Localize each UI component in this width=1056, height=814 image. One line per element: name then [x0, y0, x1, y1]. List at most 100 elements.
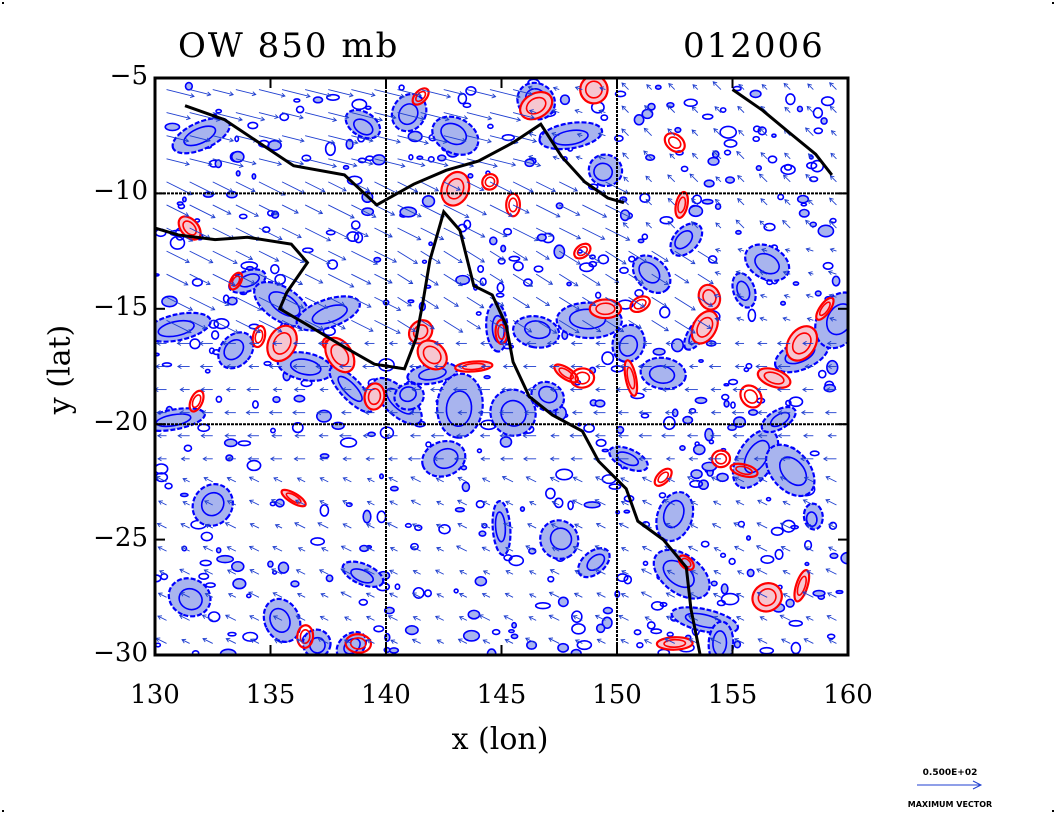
- vorticity-speckle: [829, 217, 837, 224]
- vorticity-speckle: [191, 277, 203, 287]
- vorticity-speckle: [595, 623, 606, 634]
- wind-vector: [805, 127, 814, 137]
- wind-vector: [712, 592, 722, 598]
- wind-vector: [576, 132, 583, 138]
- wind-vector-head: [595, 522, 601, 528]
- y-tick-label: −30: [93, 638, 148, 668]
- wind-vector-shaft: [466, 181, 484, 191]
- wind-vector: [617, 433, 629, 439]
- wind-vector-head: [784, 248, 790, 253]
- positive-vorticity-area: [623, 359, 639, 397]
- wind-vector: [807, 153, 814, 160]
- vorticity-speckle: [325, 574, 334, 583]
- wind-vector-head: [619, 327, 625, 333]
- vorticity-speckle: [670, 338, 684, 353]
- wind-vector: [319, 387, 329, 393]
- vorticity-speckle: [763, 222, 776, 232]
- wind-vector: [365, 546, 375, 552]
- negative-contour-inner: [178, 587, 203, 611]
- vorticity-speckle: [646, 621, 656, 630]
- wind-vector: [574, 523, 583, 529]
- wind-vector-head: [618, 522, 624, 528]
- wind-vector: [535, 227, 553, 237]
- wind-vector: [761, 248, 768, 253]
- positive-vorticity-area: [653, 467, 673, 487]
- wind-vector-shaft: [179, 569, 190, 575]
- wind-vector-head: [340, 545, 346, 550]
- wind-vector-shaft: [595, 545, 606, 552]
- wind-vector-head: [690, 500, 696, 506]
- wind-vector-shaft: [397, 319, 416, 332]
- wind-vector: [166, 89, 195, 99]
- wind-vector: [328, 227, 350, 239]
- wind-vector-shaft: [481, 523, 491, 529]
- positive-contour-outer: [188, 389, 205, 413]
- vorticity-speckle: [767, 155, 778, 164]
- wind-vector-head: [487, 115, 493, 121]
- wind-vector-shaft: [482, 593, 491, 598]
- wind-vector-head: [340, 410, 346, 416]
- wind-vector: [559, 227, 582, 240]
- wind-vector: [389, 569, 398, 575]
- wind-vector-shaft: [535, 296, 550, 306]
- wind-vector: [559, 273, 579, 287]
- wind-vector-head: [807, 153, 813, 158]
- wind-vector-shaft: [805, 174, 814, 183]
- wind-vector-head: [780, 545, 786, 551]
- wind-vector: [342, 456, 352, 462]
- wind-vector: [697, 250, 719, 264]
- wind-vector-shaft: [249, 569, 260, 575]
- wind-vector-head: [783, 293, 789, 299]
- wind-vector-shaft: [281, 250, 305, 263]
- wind-vector-shaft: [271, 499, 283, 506]
- wind-vector-head: [388, 410, 393, 416]
- wind-vector: [570, 456, 583, 462]
- wind-vector-head: [805, 127, 810, 133]
- wind-vector-shaft: [828, 523, 837, 529]
- vorticity-speckle: [785, 93, 796, 106]
- wind-vector-head: [273, 210, 279, 216]
- wind-vector-shaft: [364, 568, 375, 575]
- wind-vector-head: [305, 93, 311, 99]
- wind-vector-shaft: [553, 156, 560, 160]
- wind-vector-shaft: [489, 273, 504, 283]
- wind-vector: [829, 247, 837, 253]
- negative-vorticity-area: [217, 331, 255, 370]
- wind-vector: [226, 476, 237, 483]
- wind-vector-head: [433, 364, 439, 369]
- wind-vector-head: [412, 569, 418, 575]
- wind-vector-head: [667, 105, 672, 110]
- wind-vector-shaft: [691, 221, 699, 229]
- wind-vector: [305, 89, 332, 98]
- wind-vector-shaft: [366, 639, 375, 644]
- wind-vector-head: [340, 568, 346, 573]
- wind-vector-shaft: [828, 271, 837, 275]
- negative-contour-inner: [662, 499, 685, 529]
- wind-vector-shaft: [166, 250, 190, 263]
- wind-vector-shaft: [689, 523, 699, 529]
- wind-vector-shaft: [528, 132, 537, 137]
- wind-vector: [708, 364, 721, 369]
- wind-vector-shaft: [689, 173, 699, 183]
- wind-vector-shaft: [737, 570, 745, 575]
- wind-vector: [760, 198, 768, 206]
- wind-vector-head: [710, 410, 716, 416]
- wind-vector-shaft: [435, 569, 444, 575]
- positive-vorticity-area: [454, 360, 494, 373]
- wind-vector: [714, 270, 722, 276]
- wind-vector: [661, 364, 675, 369]
- wind-vector: [642, 387, 652, 393]
- wind-vector-head: [714, 317, 720, 322]
- wind-vector-shaft: [483, 570, 491, 575]
- negative-contour-inner: [200, 491, 225, 517]
- wind-vector-shaft: [366, 523, 375, 529]
- wind-vector: [829, 105, 837, 113]
- wind-vector-head: [528, 570, 534, 575]
- wind-vector: [177, 364, 190, 369]
- wind-vector: [489, 227, 508, 238]
- wind-vector-shaft: [502, 476, 514, 483]
- wind-vector-head: [828, 639, 834, 644]
- wind-vector-shaft: [235, 89, 256, 95]
- wind-vector-head: [569, 387, 575, 393]
- wind-vector: [189, 319, 207, 330]
